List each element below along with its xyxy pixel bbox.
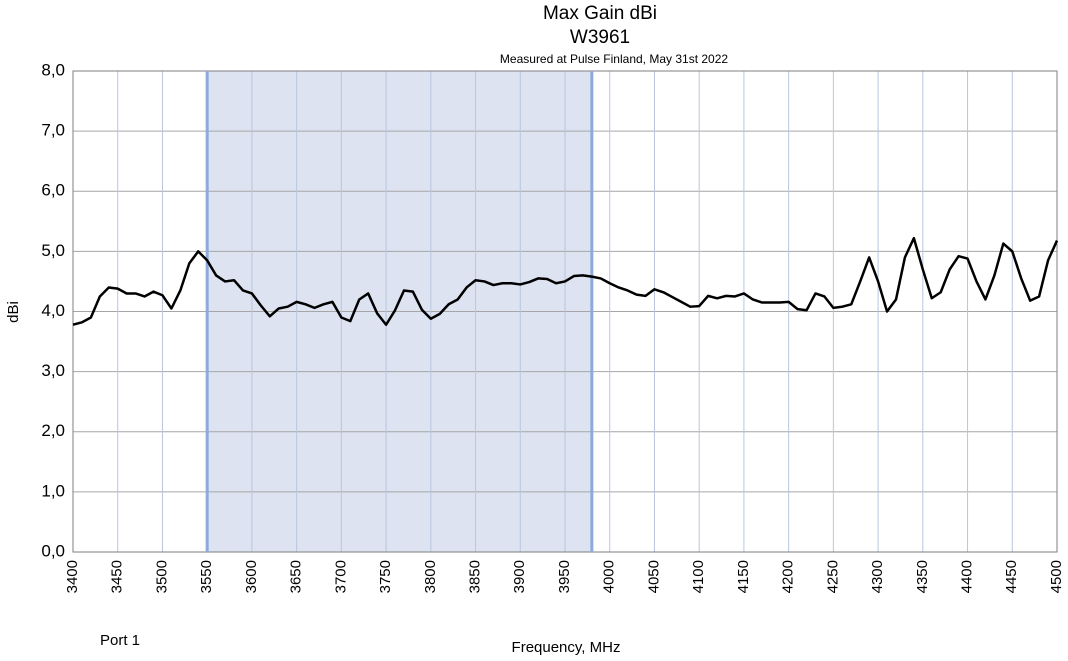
y-tick-label: 8,0 (41, 60, 65, 79)
y-tick-label: 4,0 (41, 301, 65, 320)
x-axis-label: Frequency, MHz (512, 639, 621, 656)
x-tick-label: 3500 (153, 560, 170, 593)
x-tick-label: 4450 (1003, 560, 1020, 593)
y-tick-label: 6,0 (41, 181, 65, 200)
x-tick-label: 3450 (109, 560, 126, 593)
x-tick-label: 4400 (959, 560, 976, 593)
x-tick-label: 4000 (601, 560, 618, 593)
x-tick-label: 4200 (780, 560, 797, 593)
y-axis-label: dBi (5, 301, 22, 323)
x-tick-label: 4250 (824, 560, 841, 593)
data-line (72, 236, 1059, 326)
x-tick-label: 4500 (1048, 560, 1065, 593)
y-tick-label: 0,0 (41, 541, 65, 560)
x-tick-label: 3550 (198, 560, 215, 593)
x-tick-label: 3400 (64, 560, 81, 593)
x-tick-label: 3700 (332, 560, 349, 593)
x-tick-label: 3850 (467, 560, 484, 593)
chart-title: Max Gain dBi (543, 3, 657, 24)
y-tick-label: 7,0 (41, 121, 65, 140)
chart-subtitle: W3961 (570, 27, 630, 48)
x-tick-label: 4350 (914, 560, 931, 593)
x-tick-label: 4050 (645, 560, 662, 593)
x-tick-label: 4300 (869, 560, 886, 593)
x-tick-label: 3650 (288, 560, 305, 593)
x-tick-label: 4100 (690, 560, 707, 593)
annotation: Measured at Pulse Finland, May 31st 2022 (500, 52, 728, 66)
plot-border (72, 70, 1058, 553)
x-tick-label: 3800 (422, 560, 439, 593)
x-tick-label: 3750 (377, 560, 394, 593)
y-tick-label: 2,0 (41, 421, 65, 440)
y-tick-label: 5,0 (41, 241, 65, 260)
y-tick-label: 1,0 (41, 481, 65, 500)
x-tick-label: 3900 (511, 560, 528, 593)
x-tick-label: 4150 (735, 560, 752, 593)
note: Port 1 (100, 632, 140, 649)
x-tick-label: 3950 (556, 560, 573, 593)
y-tick-label: 3,0 (41, 361, 65, 380)
x-tick-label: 3600 (243, 560, 260, 593)
